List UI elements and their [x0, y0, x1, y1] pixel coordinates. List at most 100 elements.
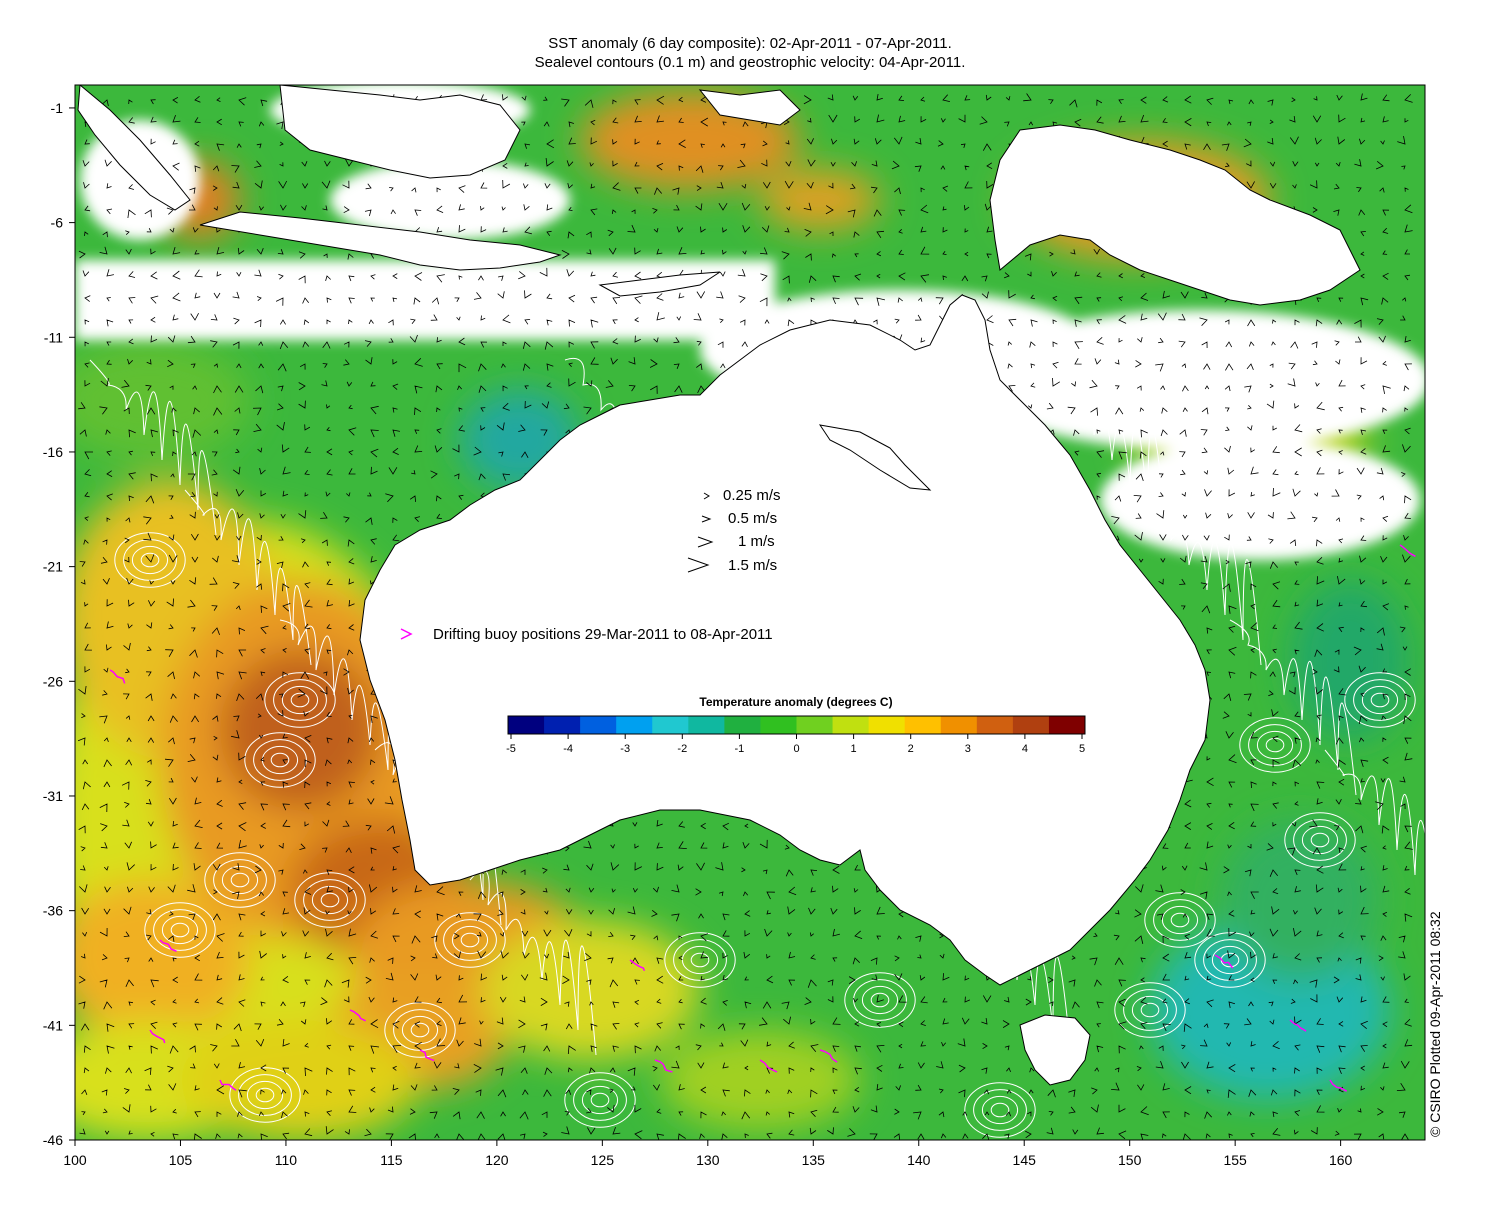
sealevel-contour-ring — [255, 1087, 275, 1103]
colorbar-cell — [904, 716, 942, 734]
x-tick-label: 135 — [802, 1152, 826, 1168]
velocity-legend-arrow-2 — [697, 536, 714, 548]
buoy-track — [419, 1049, 435, 1061]
sealevel-contour-ring — [673, 939, 727, 981]
colorbar-tick-label: -2 — [677, 743, 687, 755]
buoy-track — [1399, 544, 1416, 557]
x-tick-label: 125 — [591, 1152, 615, 1168]
sealevel-contour-line — [1039, 348, 1167, 536]
sealevel-contour-ring — [1114, 982, 1186, 1038]
buoy-track — [109, 669, 126, 684]
colorbar-tick-label: 3 — [965, 743, 971, 755]
buoy-legend-marker — [400, 628, 413, 640]
colorbar-cell — [976, 716, 1014, 734]
sulawesi-landmass — [698, 89, 801, 126]
y-tick-label: -26 — [43, 673, 63, 689]
sealevel-contour-ring — [303, 879, 357, 921]
colorbar-cell — [796, 716, 834, 734]
sealevel-contour-line — [1134, 485, 1262, 666]
sealevel-contour-ring — [973, 1089, 1027, 1131]
colorbar-cell — [760, 716, 797, 734]
sealevel-contour-ring — [290, 692, 310, 708]
sealevel-contour-line — [184, 489, 312, 666]
sealevel-contour-ring — [161, 915, 199, 945]
sealevel-contour-ring — [681, 945, 719, 975]
sealevel-contour-ring — [230, 872, 250, 888]
x-tick-label: 105 — [169, 1152, 193, 1168]
colorbar-ticks: -5 -4 -3 -2 -1 0 1 2 3 4 5 — [506, 734, 1085, 755]
sealevel-contour-ring — [261, 745, 299, 775]
java-landmass — [199, 211, 562, 271]
colorbar-cell — [688, 716, 725, 734]
drifting-buoy-tracks — [109, 544, 1416, 1092]
colorbar-cell — [544, 716, 581, 734]
sealevel-contour-ring — [294, 872, 366, 928]
sealevel-contour-ring — [246, 1080, 284, 1110]
sealevel-contour-ring — [690, 952, 710, 968]
sealevel-contour-ring — [170, 922, 190, 938]
sealevel-contour-ring — [844, 972, 916, 1028]
sealevel-contour-ring — [451, 925, 489, 955]
colorbar-cell — [940, 716, 978, 734]
map-plot-area — [75, 85, 1425, 1140]
sealevel-contour-ring — [1361, 685, 1399, 715]
velocity-legend: 0.25 m/s 0.5 m/s 1 m/s 1.5 m/s — [687, 487, 781, 574]
timor-landmass — [598, 271, 721, 297]
sealevel-contour-ring — [434, 912, 506, 968]
y-tick-label: -11 — [44, 329, 63, 345]
colorbar-cell — [1012, 716, 1050, 734]
colorbar-cell — [868, 716, 906, 734]
colorbar-cell — [616, 716, 653, 734]
sealevel-contour-line — [469, 869, 597, 1056]
sealevel-contour-ring — [1211, 945, 1249, 975]
x-tick-label: 110 — [275, 1152, 298, 1168]
colorbar-tick-label: -5 — [506, 743, 516, 755]
velocity-legend-label-1: 0.5 m/s — [728, 510, 777, 527]
buoy-legend-label: Drifting buoy positions 29-Mar-2011 to 0… — [433, 626, 773, 643]
sealevel-contour-ring — [270, 752, 290, 768]
sealevel-contour-ring — [1293, 819, 1347, 861]
sealevel-contour-ring — [244, 732, 316, 788]
colorbar-tick-label: -4 — [563, 743, 573, 755]
sealevel-contour-ring — [1344, 672, 1416, 728]
buoy-track — [654, 1059, 673, 1073]
colorbar-cell — [724, 716, 761, 734]
sealevel-contour-ring — [1310, 832, 1330, 848]
cape-york-detail — [818, 424, 932, 491]
sealevel-contour-ring — [229, 1067, 301, 1123]
sealevel-contour-ring — [1370, 692, 1390, 708]
colorbar-tick-label: -1 — [735, 743, 745, 755]
sealevel-contour-ring — [460, 932, 480, 948]
buoy-track — [1329, 1079, 1348, 1092]
sealevel-contour-ring — [1248, 724, 1302, 766]
sealevel-contour-ring — [311, 885, 349, 915]
borneo-landmass — [279, 85, 521, 179]
buoy-track — [759, 1059, 778, 1073]
colorbar-tick-label: 5 — [1079, 743, 1085, 755]
velocity-legend-item-1: 0.5 m/s — [701, 510, 777, 527]
sealevel-contour-ring — [1194, 932, 1266, 988]
sealevel-contour-ring — [981, 1095, 1019, 1125]
sealevel-contour-ring — [1161, 905, 1199, 935]
sealevel-contour-ring — [1353, 679, 1407, 721]
buoy-legend: Drifting buoy positions 29-Mar-2011 to 0… — [400, 626, 773, 643]
y-tick-label: -41 — [43, 1017, 63, 1033]
sealevel-contour-ring — [861, 985, 899, 1015]
sealevel-contour-ring — [238, 1074, 292, 1116]
colorbar-cell — [832, 716, 870, 734]
sealevel-contour-line — [279, 619, 407, 796]
colorbar-cells — [508, 716, 1086, 734]
sealevel-contour-ring — [1131, 995, 1169, 1025]
sealevel-contour-ring — [1123, 989, 1177, 1031]
x-tick-label: 130 — [696, 1152, 720, 1168]
map-title-line-1: SST anomaly (6 day composite): 02-Apr-20… — [548, 35, 952, 52]
credit-text: © CSIRO Plotted 09-Apr-2011 08:32 — [1427, 911, 1443, 1137]
sealevel-contour-ring — [590, 1092, 610, 1108]
x-tick-label: 140 — [907, 1152, 931, 1168]
velocity-legend-arrow-3 — [687, 557, 710, 573]
y-tick-label: -46 — [43, 1132, 63, 1148]
sealevel-contour-ring — [140, 552, 160, 568]
sealevel-contour-ring — [273, 679, 327, 721]
sealevel-contour-ring — [320, 892, 340, 908]
